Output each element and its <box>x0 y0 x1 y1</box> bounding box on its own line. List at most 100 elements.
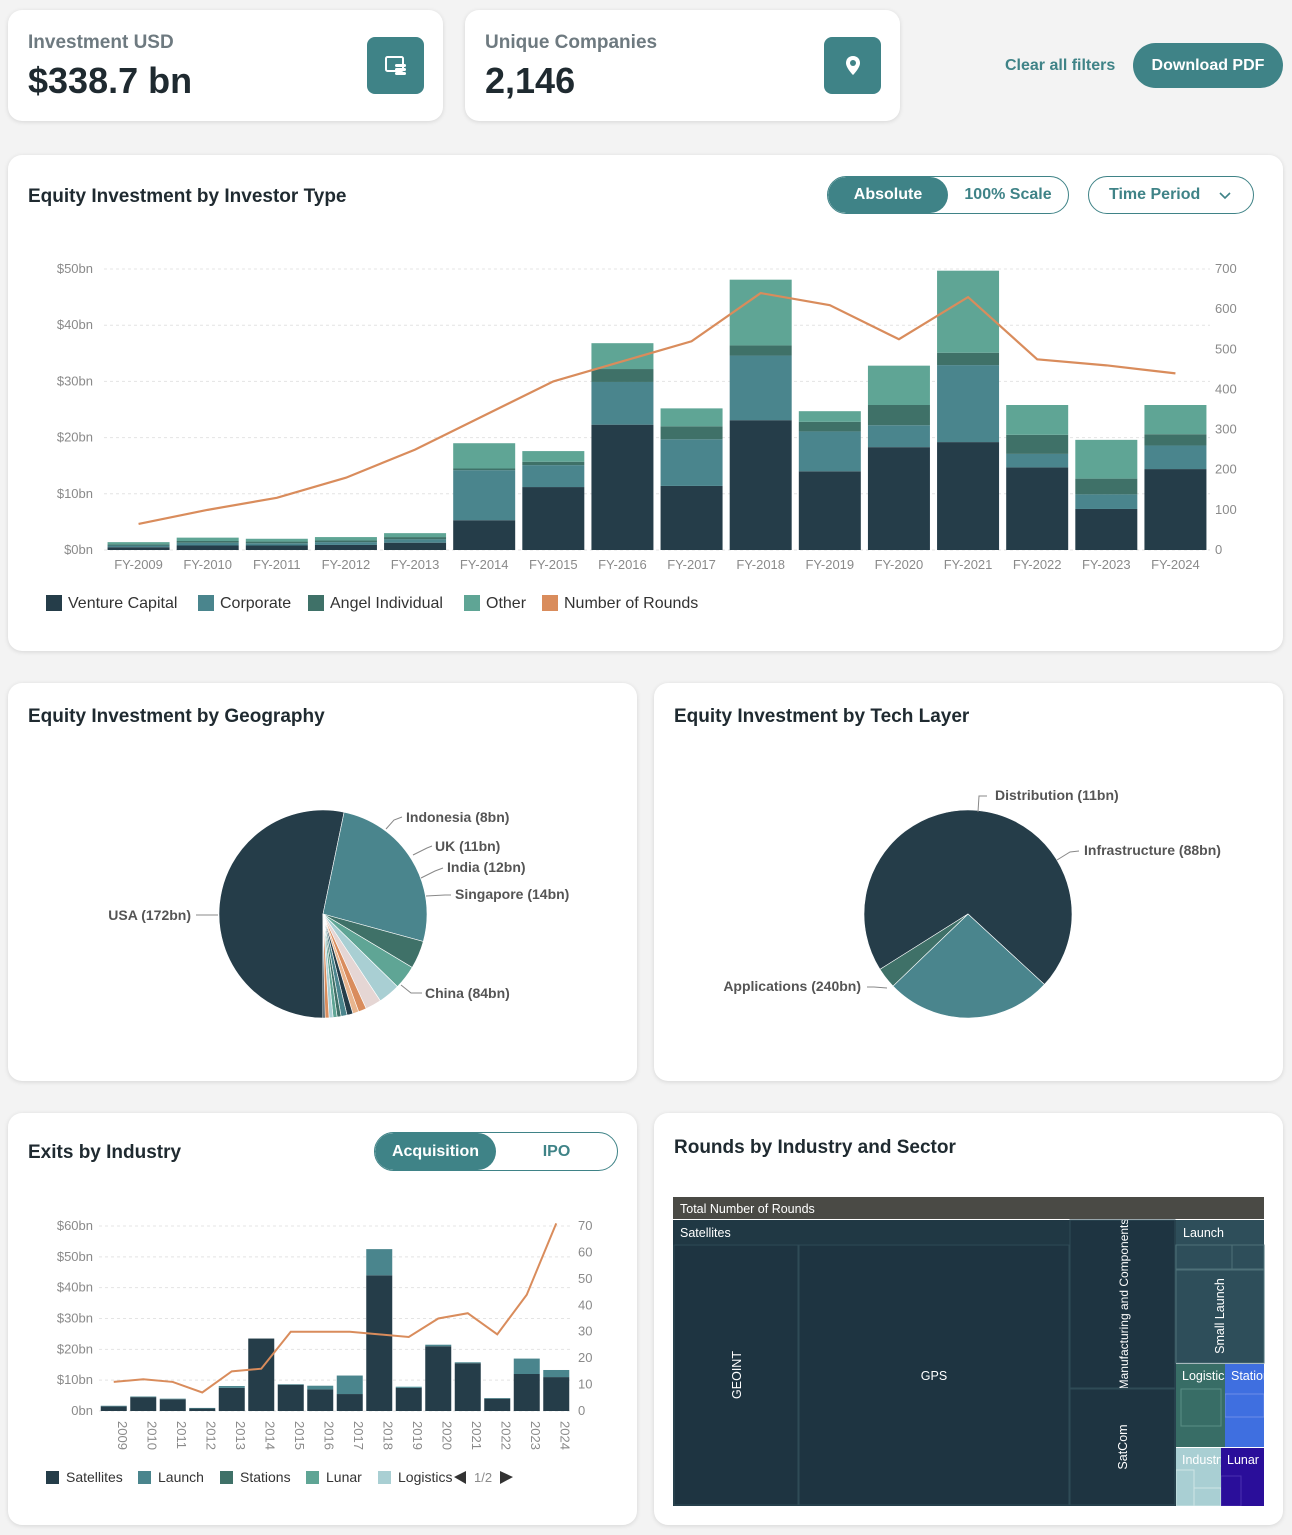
bar-other[interactable] <box>453 443 516 469</box>
pie-slice[interactable] <box>863 809 1073 985</box>
treemap-industry-sub-tile[interactable] <box>1176 1469 1195 1506</box>
exit-bar-launch[interactable] <box>425 1344 452 1347</box>
bar-angel-individual[interactable] <box>453 468 516 471</box>
bar-venture-capital[interactable] <box>591 424 654 550</box>
bar-venture-capital[interactable] <box>1075 508 1138 550</box>
rounds-line[interactable] <box>138 291 1176 525</box>
treemap-manufacturing-tile[interactable] <box>1069 1219 1176 1389</box>
legend-label[interactable]: Angel Individual <box>330 595 443 612</box>
bar-angel-individual[interactable] <box>798 421 861 432</box>
bar-corporate[interactable] <box>176 542 239 546</box>
bar-other[interactable] <box>937 270 1000 353</box>
exit-bar-launch[interactable] <box>100 1405 127 1407</box>
exit-bar-satellites[interactable] <box>100 1406 127 1411</box>
bar-corporate[interactable] <box>314 542 377 545</box>
exit-bar-logistics[interactable] <box>395 1386 422 1387</box>
exit-bar-satellites[interactable] <box>336 1394 363 1411</box>
bar-corporate[interactable] <box>107 545 170 548</box>
bar-venture-capital[interactable] <box>1006 467 1069 550</box>
treemap-satcom-tile[interactable] <box>1069 1388 1176 1506</box>
bar-venture-capital[interactable] <box>660 485 723 550</box>
bar-angel-individual[interactable] <box>314 540 377 543</box>
pie-slice[interactable] <box>322 913 326 1019</box>
exit-bar-launch[interactable] <box>159 1398 186 1400</box>
exit-bar-launch[interactable] <box>543 1369 570 1378</box>
bar-venture-capital[interactable] <box>176 545 239 550</box>
bar-other[interactable] <box>660 408 723 427</box>
legend-label[interactable]: Stations <box>240 1469 291 1485</box>
time-period-dropdown[interactable]: Time Period <box>1088 176 1254 214</box>
bar-corporate[interactable] <box>867 425 930 448</box>
bar-angel-individual[interactable] <box>729 345 792 356</box>
treemap-industry-sub-tile[interactable] <box>1193 1487 1221 1506</box>
bar-angel-individual[interactable] <box>591 369 654 382</box>
legend-label[interactable]: Logistics <box>398 1469 452 1485</box>
bar-angel-individual[interactable] <box>660 426 723 440</box>
legend-next-icon[interactable] <box>500 1471 513 1484</box>
bar-corporate[interactable] <box>522 465 585 488</box>
treemap-geoint-tile[interactable] <box>673 1244 799 1506</box>
ipo-toggle-option[interactable]: IPO <box>542 1142 571 1160</box>
bar-corporate[interactable] <box>1144 445 1207 470</box>
bar-angel-individual[interactable] <box>245 541 308 544</box>
bar-other[interactable] <box>729 279 792 346</box>
absolute-toggle-option[interactable]: Absolute <box>828 177 948 213</box>
exit-bar-satellites[interactable] <box>395 1387 422 1411</box>
bar-angel-individual[interactable] <box>522 461 585 466</box>
bar-angel-individual[interactable] <box>176 541 239 543</box>
bar-other[interactable] <box>314 537 377 541</box>
bar-corporate[interactable] <box>1075 494 1138 509</box>
treemap-small-launch-tile[interactable] <box>1175 1269 1265 1364</box>
exit-bar-satellites[interactable] <box>366 1275 393 1411</box>
bar-venture-capital[interactable] <box>453 520 516 550</box>
exit-bar-satellites[interactable] <box>484 1398 511 1411</box>
exit-bar-launch[interactable] <box>130 1396 157 1398</box>
exit-bar-launch[interactable] <box>277 1384 304 1385</box>
bar-corporate[interactable] <box>798 431 861 472</box>
legend-label[interactable]: Venture Capital <box>68 595 177 612</box>
treemap-stations-sub-tile[interactable] <box>1225 1393 1264 1418</box>
bar-venture-capital[interactable] <box>937 442 1000 550</box>
acquisition-toggle-option[interactable]: Acquisition <box>375 1133 496 1170</box>
legend-label[interactable]: Lunar <box>326 1469 362 1485</box>
bar-venture-capital[interactable] <box>245 545 308 550</box>
exit-bar-satellites[interactable] <box>248 1338 275 1411</box>
exit-bar-launch[interactable] <box>218 1386 245 1388</box>
bar-corporate[interactable] <box>1006 453 1069 468</box>
bar-angel-individual[interactable] <box>384 537 447 540</box>
bar-angel-individual[interactable] <box>1144 434 1207 446</box>
treemap-lunar-sub-tile[interactable] <box>1221 1475 1242 1506</box>
pie-slice[interactable] <box>322 811 428 942</box>
clear-filters-button[interactable]: Clear all filters <box>1005 57 1116 74</box>
exit-bar-launch[interactable] <box>307 1385 334 1390</box>
bar-venture-capital[interactable] <box>798 471 861 550</box>
exit-bar-launch[interactable] <box>484 1398 511 1399</box>
exit-bar-launch[interactable] <box>395 1386 422 1388</box>
bar-other[interactable] <box>1075 439 1138 479</box>
exit-bar-satellites[interactable] <box>189 1408 216 1411</box>
exit-bar-launch[interactable] <box>189 1407 216 1409</box>
bar-other[interactable] <box>522 451 585 462</box>
bar-other[interactable] <box>1006 405 1069 435</box>
exit-bar-launch[interactable] <box>366 1249 393 1276</box>
legend-label[interactable]: Corporate <box>220 595 291 612</box>
legend-label[interactable]: Launch <box>158 1469 204 1485</box>
legend-label[interactable]: Other <box>486 595 527 612</box>
bar-other[interactable] <box>384 533 447 538</box>
bar-other[interactable] <box>1144 405 1207 435</box>
bar-corporate[interactable] <box>729 355 792 421</box>
exit-bar-satellites[interactable] <box>513 1374 540 1411</box>
bar-other[interactable] <box>867 365 930 406</box>
legend-label[interactable]: Satellites <box>66 1469 123 1485</box>
bar-corporate[interactable] <box>245 543 308 546</box>
bar-other[interactable] <box>798 411 861 422</box>
exit-bar-satellites[interactable] <box>218 1387 245 1411</box>
bar-corporate[interactable] <box>453 470 516 521</box>
bar-corporate[interactable] <box>384 539 447 543</box>
bar-angel-individual[interactable] <box>937 352 1000 366</box>
bar-other[interactable] <box>176 537 239 542</box>
bar-venture-capital[interactable] <box>314 544 377 550</box>
bar-venture-capital[interactable] <box>729 420 792 550</box>
bar-angel-individual[interactable] <box>1006 434 1069 454</box>
bar-venture-capital[interactable] <box>107 547 170 550</box>
